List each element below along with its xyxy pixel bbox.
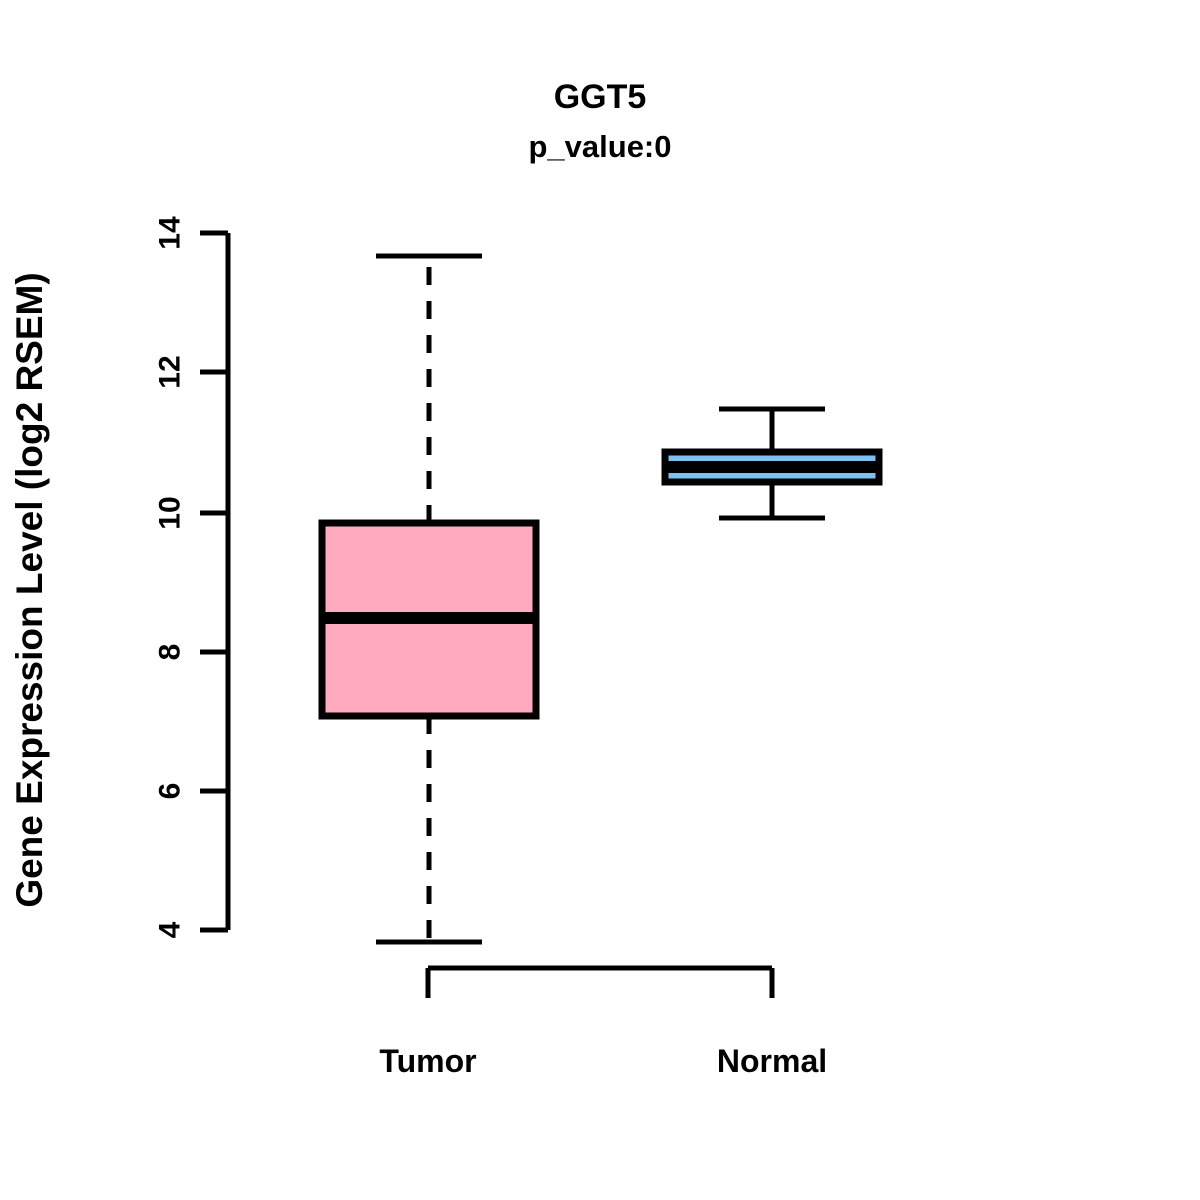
y-tick-label-14: 14 <box>154 216 187 250</box>
y-tick-label-6: 6 <box>154 783 187 800</box>
x-label-tumor: Tumor <box>379 1043 476 1079</box>
y-axis-title: Gene Expression Level (log2 RSEM) <box>9 272 50 907</box>
box-group-tumor[interactable] <box>318 253 540 945</box>
chart-subtitle-pvalue: p_value:0 <box>528 129 671 164</box>
y-tick-label-4: 4 <box>154 921 187 938</box>
x-label-normal: Normal <box>717 1043 827 1079</box>
y-tick-label-10: 10 <box>154 496 187 529</box>
y-axis-ticks <box>200 230 228 933</box>
y-tick-label-8: 8 <box>154 644 187 661</box>
x-axis <box>425 965 775 998</box>
y-axis-tick-labels: 14 12 10 8 6 4 <box>154 216 187 938</box>
box-group-normal[interactable] <box>661 406 883 521</box>
x-axis-labels: Tumor Normal <box>379 1043 827 1079</box>
y-tick-label-12: 12 <box>154 355 187 388</box>
chart-title: GGT5 <box>554 78 647 116</box>
